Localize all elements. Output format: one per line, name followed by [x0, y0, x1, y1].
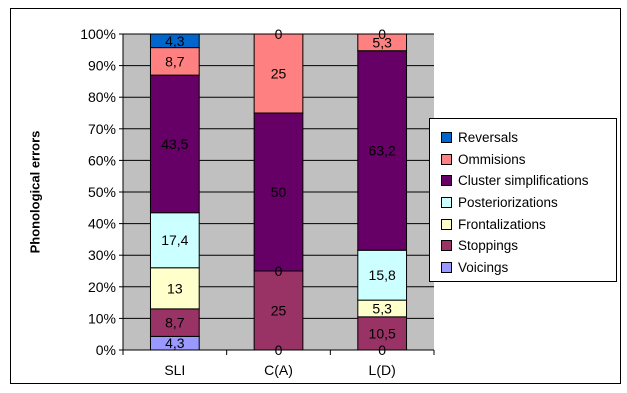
data-label: 4,3	[165, 335, 185, 351]
data-label: 50	[271, 184, 287, 200]
bar-segment-cluster-simplifications	[253, 112, 304, 272]
data-label: 0	[275, 263, 283, 279]
legend-swatch	[441, 175, 452, 187]
legend-label: Stoppings	[458, 238, 519, 254]
bar-segment-stoppings	[357, 316, 408, 351]
data-label: 8,7	[165, 315, 185, 331]
bar-segment-stoppings	[253, 270, 304, 351]
legend-label: Voicings	[458, 259, 509, 275]
data-label: 25	[271, 303, 287, 319]
bar-segment-posteriorizations	[357, 249, 408, 301]
x-tick-label: SLI	[164, 362, 185, 378]
y-tick-label: 20%	[88, 279, 116, 295]
legend-item: Ommisions	[441, 149, 616, 171]
axes	[119, 33, 435, 355]
legend-item: Voicings	[441, 257, 616, 279]
legend: Reversals Ommisions Cluster simplification…	[429, 118, 617, 282]
legend-swatch	[441, 153, 452, 165]
data-label: 4,3	[165, 33, 185, 49]
data-label: 5,3	[372, 34, 392, 50]
data-label: 25	[271, 66, 287, 82]
y-tick-label: 50%	[88, 184, 116, 200]
legend-swatch	[441, 197, 452, 209]
legend-item: Posteriorizations	[441, 192, 616, 214]
y-tick-label: 40%	[88, 216, 116, 232]
legend-item: Stoppings	[441, 235, 616, 257]
bar-segment-reversals	[149, 33, 200, 49]
y-tick-labels: 0% 10% 20% 30% 40% 50% 60% 70% 80% 90% 100%	[80, 26, 116, 358]
data-label: 15,8	[369, 267, 396, 283]
x-tick-labels: SLI C(A) L(D)	[164, 362, 395, 378]
legend-swatch	[441, 218, 452, 230]
y-tick-label: 0%	[96, 342, 116, 358]
bar-segment-frontalizations	[149, 267, 200, 310]
bar-segment-ommisions	[149, 47, 200, 76]
bar-segment-cluster-simplifications	[357, 50, 408, 251]
y-tick-label: 30%	[88, 247, 116, 263]
data-label: 8,7	[165, 53, 185, 69]
y-tick-label: 80%	[88, 89, 116, 105]
legend-item: Reversals	[441, 127, 616, 149]
bar-segment-posteriorizations	[149, 212, 200, 269]
data-label: 63,2	[369, 142, 396, 158]
legend-label: Ommisions	[458, 151, 526, 167]
data-label: 10,5	[369, 325, 396, 341]
x-tick-label: C(A)	[264, 362, 293, 378]
legend-item: Frontalizations	[441, 213, 616, 235]
y-tick-label: 70%	[88, 121, 116, 137]
data-label: 0	[378, 26, 386, 42]
data-label: 43,5	[161, 136, 188, 152]
y-tick-label: 100%	[80, 26, 116, 42]
legend-label: Posteriorizations	[458, 195, 558, 211]
y-tick-label: 90%	[88, 58, 116, 74]
legend-swatch	[441, 261, 452, 273]
legend-swatch	[441, 240, 452, 252]
data-label: 0	[275, 26, 283, 42]
legend-item: Cluster simplifications	[441, 170, 616, 192]
bars	[149, 33, 408, 351]
data-label: 5,3	[372, 300, 392, 316]
legend-swatch	[441, 132, 452, 144]
legend-label: Reversals	[458, 130, 519, 146]
y-tick-label: 10%	[88, 310, 116, 326]
bar-segment-ommisions	[357, 33, 408, 52]
y-tick-label: 60%	[88, 152, 116, 168]
y-axis-title: Phonological errors	[27, 130, 43, 254]
legend-label: Frontalizations	[458, 216, 546, 232]
data-label: 17,4	[161, 232, 188, 248]
bar-segment-ommisions	[253, 33, 304, 114]
x-tick-label: L(D)	[369, 362, 396, 378]
bar-segment-cluster-simplifications	[149, 74, 200, 214]
data-label: 13	[167, 280, 183, 296]
legend-label: Cluster simplifications	[458, 173, 589, 189]
